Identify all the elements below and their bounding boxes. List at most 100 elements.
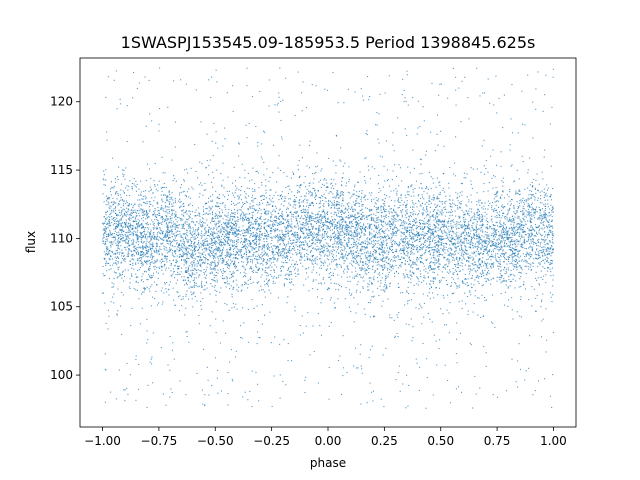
data-point bbox=[478, 233, 480, 235]
data-point bbox=[311, 226, 313, 228]
data-point bbox=[424, 234, 426, 236]
data-point bbox=[282, 240, 284, 242]
data-point bbox=[329, 236, 331, 238]
data-point bbox=[333, 204, 335, 206]
data-point bbox=[407, 255, 409, 257]
data-point bbox=[540, 220, 543, 222]
data-point bbox=[347, 209, 349, 211]
data-point bbox=[387, 276, 389, 278]
data-point bbox=[341, 256, 344, 258]
data-point bbox=[272, 280, 274, 283]
data-point bbox=[234, 261, 236, 263]
data-point bbox=[465, 177, 467, 179]
data-point bbox=[165, 230, 167, 232]
data-point bbox=[376, 259, 378, 261]
data-point bbox=[439, 191, 441, 193]
data-point bbox=[105, 96, 107, 99]
data-point bbox=[498, 277, 500, 279]
data-point bbox=[474, 235, 476, 237]
data-point bbox=[481, 260, 483, 262]
data-point bbox=[484, 299, 486, 302]
data-point bbox=[446, 243, 448, 245]
data-point bbox=[463, 254, 465, 256]
data-point bbox=[328, 245, 331, 248]
data-point bbox=[105, 218, 107, 220]
data-point bbox=[273, 236, 275, 238]
data-point bbox=[420, 197, 422, 199]
data-point bbox=[275, 217, 278, 219]
data-point bbox=[406, 222, 408, 224]
data-point bbox=[154, 215, 156, 217]
data-point bbox=[175, 211, 177, 213]
data-point bbox=[286, 258, 289, 260]
data-point bbox=[408, 384, 410, 386]
data-point bbox=[418, 231, 420, 234]
data-point bbox=[290, 211, 292, 213]
data-point bbox=[109, 250, 111, 252]
data-point bbox=[266, 204, 268, 206]
data-point bbox=[283, 284, 285, 286]
data-point bbox=[168, 231, 170, 233]
data-point bbox=[349, 262, 351, 264]
data-point bbox=[303, 209, 305, 211]
data-point bbox=[464, 235, 466, 237]
data-point bbox=[287, 255, 289, 257]
data-point bbox=[455, 233, 457, 235]
data-point bbox=[544, 227, 546, 229]
data-point bbox=[125, 249, 127, 251]
data-point bbox=[440, 212, 442, 214]
data-point bbox=[183, 180, 186, 182]
data-point bbox=[400, 231, 402, 233]
data-point bbox=[478, 275, 480, 277]
data-point bbox=[259, 203, 261, 205]
data-point bbox=[277, 194, 279, 197]
data-point bbox=[174, 146, 176, 148]
data-point bbox=[345, 185, 347, 187]
data-point bbox=[194, 231, 196, 233]
data-point bbox=[181, 213, 183, 215]
data-point bbox=[220, 214, 222, 216]
data-point bbox=[372, 219, 374, 221]
data-point bbox=[512, 263, 514, 265]
data-point bbox=[200, 246, 202, 248]
data-point bbox=[141, 250, 143, 252]
data-point bbox=[120, 234, 122, 236]
data-point bbox=[528, 234, 530, 236]
data-point bbox=[331, 202, 333, 204]
data-point bbox=[208, 174, 210, 176]
data-point bbox=[365, 261, 367, 263]
data-point bbox=[524, 288, 527, 290]
data-point bbox=[223, 227, 225, 229]
data-point bbox=[432, 248, 434, 251]
data-point bbox=[194, 247, 196, 249]
data-point bbox=[518, 189, 520, 191]
data-point bbox=[139, 323, 141, 325]
data-point bbox=[321, 237, 323, 240]
data-point bbox=[236, 270, 238, 272]
data-point bbox=[160, 207, 162, 209]
data-point bbox=[504, 272, 506, 275]
data-point bbox=[278, 248, 280, 251]
data-point bbox=[114, 206, 117, 208]
data-point bbox=[148, 215, 150, 217]
data-point bbox=[540, 251, 542, 253]
data-point bbox=[322, 210, 324, 212]
data-point bbox=[386, 239, 388, 241]
data-point bbox=[286, 256, 288, 258]
data-point bbox=[509, 188, 511, 191]
data-point bbox=[138, 388, 140, 390]
data-point bbox=[519, 193, 521, 195]
data-point bbox=[525, 223, 527, 225]
data-point bbox=[285, 228, 287, 230]
data-point bbox=[411, 226, 413, 228]
data-point bbox=[531, 218, 533, 220]
data-point bbox=[519, 223, 521, 225]
data-point bbox=[433, 231, 435, 233]
data-point bbox=[241, 257, 243, 259]
data-point bbox=[127, 205, 129, 207]
data-point bbox=[299, 230, 302, 232]
data-point bbox=[157, 245, 159, 247]
data-point bbox=[158, 302, 160, 304]
data-point bbox=[220, 287, 222, 289]
data-point bbox=[434, 217, 436, 219]
